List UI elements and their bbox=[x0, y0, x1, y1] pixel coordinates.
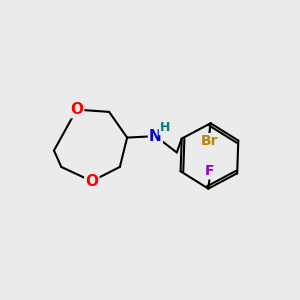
Text: Br: Br bbox=[200, 134, 218, 148]
Text: N: N bbox=[149, 129, 162, 144]
Text: O: O bbox=[85, 174, 98, 189]
Text: F: F bbox=[205, 164, 214, 178]
Text: H: H bbox=[160, 121, 170, 134]
Text: O: O bbox=[70, 102, 83, 117]
